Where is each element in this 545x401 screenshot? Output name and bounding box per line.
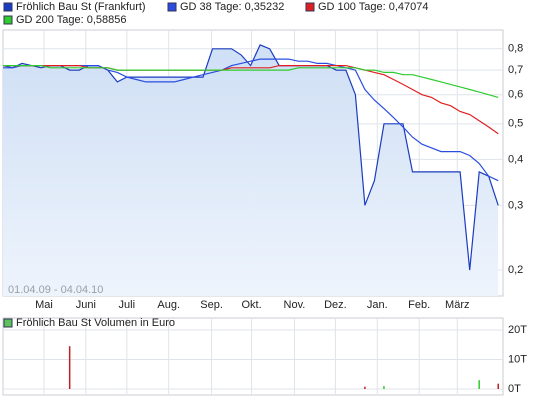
x-tick-label: März [445, 299, 469, 311]
x-tick-label: Feb. [408, 299, 430, 311]
x-tick-label: Jan. [367, 299, 388, 311]
y-tick-label: 20T [508, 324, 527, 336]
legend-swatch [3, 318, 13, 328]
volume-bar [497, 383, 499, 389]
volume-bar [478, 380, 480, 389]
y-tick-label: 0,8 [508, 43, 523, 55]
legend-label: GD 200 Tage: 0,58856 [16, 14, 127, 26]
labels: 0,2 0,3 0,4 0,5 0,6 0,7 0,8 Mai Juni Juli Aug. Sep.… [3, 1, 527, 395]
legend-swatch [167, 2, 177, 12]
x-tick-label: Nov. [284, 299, 306, 311]
date-range: 01.04.09 - 04.04.10 [8, 284, 103, 296]
marks [2, 44, 499, 389]
x-tick-label: Juli [119, 299, 136, 311]
x-tick-label: Aug. [157, 299, 180, 311]
volume-bar [364, 386, 366, 389]
y-tick-label: 0,3 [508, 199, 523, 211]
price-area [3, 44, 499, 297]
x-tick-label: Dez. [324, 299, 347, 311]
series-line [3, 58, 499, 182]
y-tick-label: 0,6 [508, 89, 523, 101]
legend-label: Fröhlich Bau St Volumen in Euro [16, 317, 175, 329]
volume-bar [68, 346, 71, 389]
x-tick-label: Juni [76, 299, 96, 311]
y-tick-label: 0,5 [508, 118, 523, 130]
legend-swatch [3, 15, 13, 25]
x-tick-label: Sep. [200, 299, 223, 311]
y-tick-label: 10T [508, 353, 527, 365]
y-tick-label: 0T [508, 383, 521, 395]
series-line [3, 65, 499, 135]
legend-label: GD 38 Tage: 0,35232 [180, 1, 284, 13]
y-tick-label: 0,4 [508, 153, 523, 165]
legend-swatch [305, 2, 315, 12]
legend-swatch [3, 2, 13, 12]
y-tick-label: 0,2 [508, 264, 523, 276]
legend-label: Fröhlich Bau St (Frankfurt) [16, 1, 146, 13]
x-tick-label: Okt. [241, 299, 261, 311]
volume-bar [383, 386, 385, 389]
x-tick-label: Mai [35, 299, 53, 311]
series-line [3, 65, 499, 98]
legend-label: GD 100 Tage: 0,47074 [318, 1, 429, 13]
y-tick-label: 0,7 [508, 64, 523, 76]
